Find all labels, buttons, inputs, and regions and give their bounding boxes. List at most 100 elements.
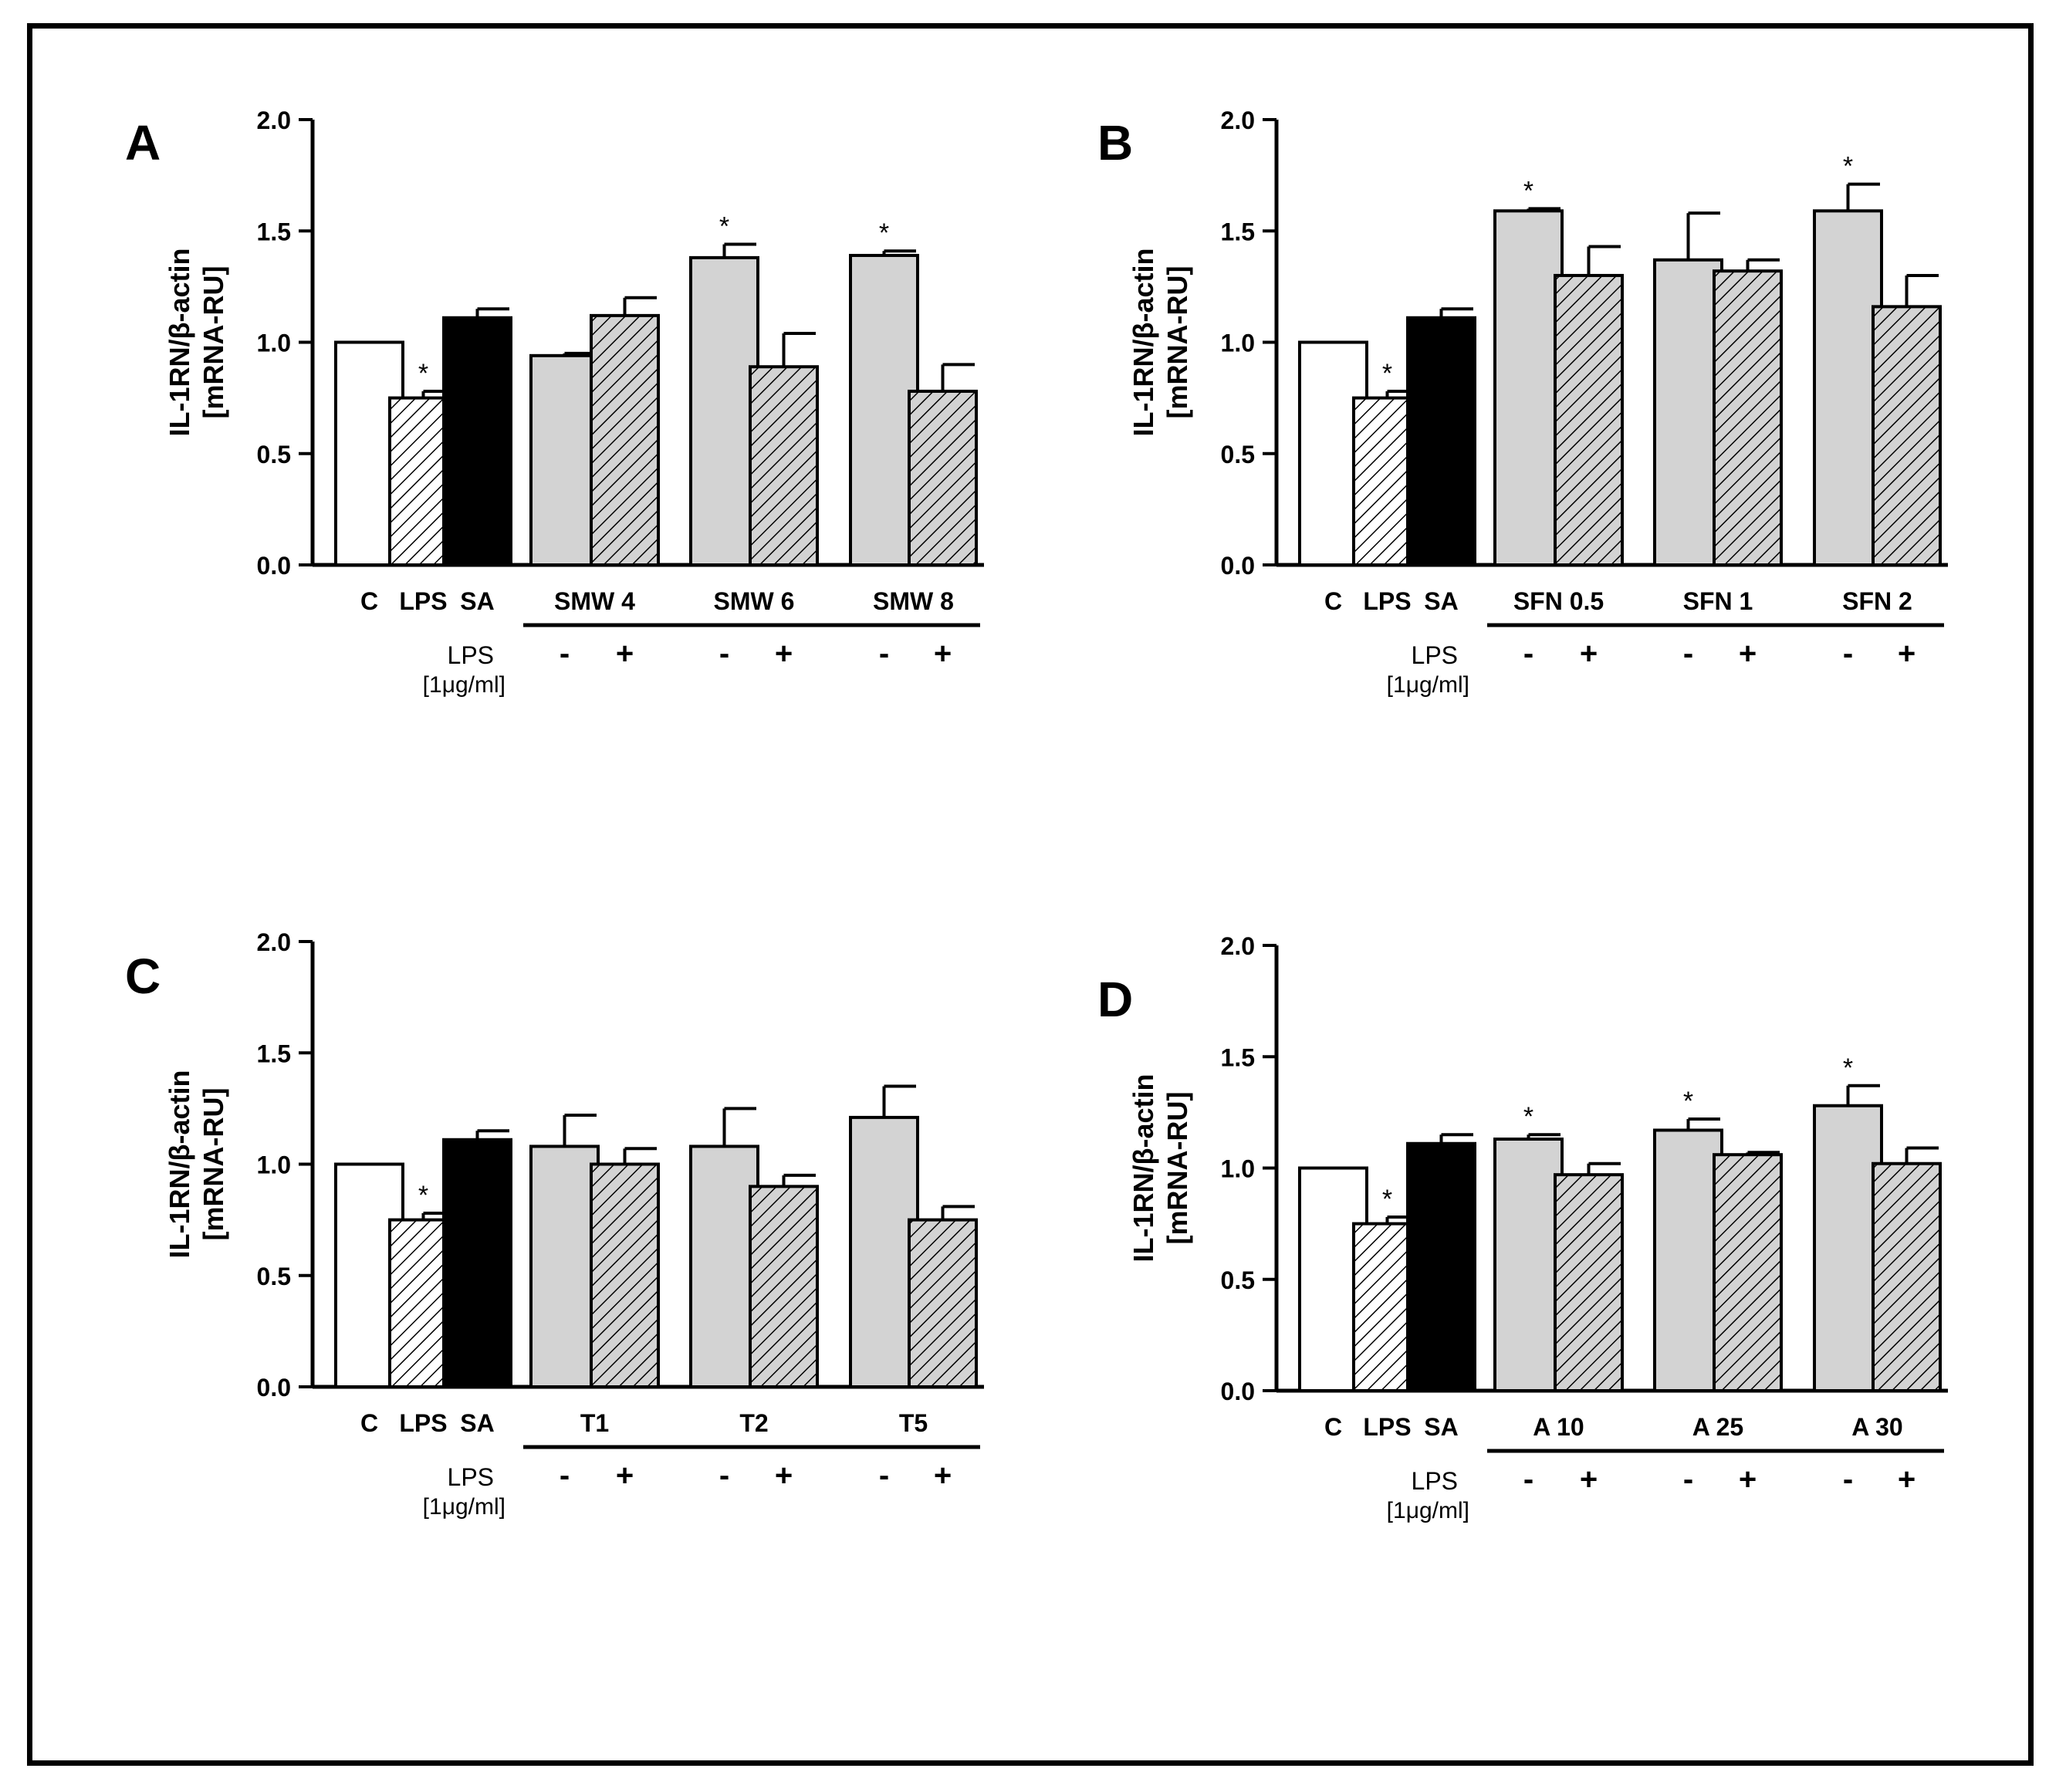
lps-plus-indicator: + [934, 637, 952, 671]
y-axis-label-line2: [mRNA-RU] [1161, 266, 1193, 419]
bar-group3-lps-minus-bar [849, 1115, 919, 1389]
bar-group1-lps-minus-significance-marker: * [1523, 1102, 1533, 1131]
lps-row-unit: [1μg/ml] [423, 1494, 506, 1520]
lps-row-unit: [1μg/ml] [1387, 1498, 1469, 1523]
group-label: T2 [739, 1409, 768, 1437]
bar-group3-lps-minus-bar [1813, 209, 1883, 566]
y-tick-label: 2.0 [1221, 107, 1255, 134]
panel-d: D IL-1RN/β-actin [mRNA-RU] 0.0 0.5 1.0 1.5 2.0 C… [1097, 932, 1948, 1523]
y-tick-label: 1.5 [257, 1040, 291, 1067]
bar-group1-lps-plus-bar [590, 1162, 660, 1388]
bar-group3-lps-plus-bar [1872, 1161, 1942, 1392]
bar-group1-lps-plus-bar [1554, 1173, 1624, 1393]
bar-group3-lps-minus-bar [849, 253, 919, 566]
y-tick-label: 1.0 [257, 330, 291, 357]
group-label: A 30 [1851, 1413, 1902, 1441]
bar-group2-lps-minus-bar [1653, 1128, 1723, 1392]
lps-row-label: LPS [1412, 1467, 1458, 1495]
y-tick-label: 0.0 [1221, 552, 1255, 580]
figure-frame: A IL-1RN/β-actin [mRNA-RU] 0.0 0.5 1.0 1.5 2.0 C… [27, 23, 2034, 1766]
bar-sa-bar [1406, 1141, 1476, 1392]
group-label: A 25 [1692, 1413, 1743, 1441]
lps-minus-indicator: - [1523, 1462, 1533, 1496]
y-axis-label-line2: [mRNA-RU] [198, 1088, 229, 1241]
bar-group2-lps-plus-bar [1713, 1153, 1783, 1392]
lps-plus-indicator: + [1580, 637, 1598, 671]
bar-group2-lps-minus-significance-marker: * [1683, 1087, 1693, 1116]
panel-letter: B [1097, 115, 1133, 171]
panel-a: A IL-1RN/β-actin [mRNA-RU] 0.0 0.5 1.0 1.5 2.0 C… [125, 107, 984, 698]
y-tick-label: 1.0 [1221, 1155, 1255, 1183]
panel-c: C IL-1RN/β-actin [mRNA-RU] 0.0 0.5 1.0 1.5 2.0 C… [125, 928, 984, 1520]
bar-group1-lps-minus-bar [529, 1145, 600, 1389]
group-label: T1 [580, 1409, 609, 1437]
bar-sa-bar [442, 316, 512, 566]
lps-row-label: LPS [1412, 641, 1458, 669]
lps-minus-indicator: - [560, 1459, 570, 1493]
y-tick-label: 1.5 [1221, 1043, 1255, 1071]
bar-group1-lps-plus-bar [590, 313, 660, 566]
bar-group3-lps-minus-significance-marker: * [1843, 1053, 1853, 1083]
lps-minus-indicator: - [1523, 637, 1533, 671]
lps-plus-indicator: + [1739, 637, 1757, 671]
bar-group3-lps-plus-bar [908, 1218, 978, 1388]
bar-group2-lps-plus-bar [1713, 269, 1783, 566]
y-tick-label: 0.5 [257, 441, 291, 468]
bar-group3-lps-minus-significance-marker: * [879, 218, 889, 248]
x-tick-label-c: C [1324, 1413, 1342, 1441]
bar-group1-lps-minus-bar [1493, 209, 1564, 566]
lps-minus-indicator: - [1683, 637, 1693, 671]
lps-plus-indicator: + [934, 1459, 952, 1493]
bar-group1-lps-minus-bar [529, 353, 600, 566]
figure-canvas: AIL-1RN/β-actin [mRNA-RU]0.00.51.01.52.0C… [125, 107, 1948, 1523]
y-tick-label: 2.0 [257, 107, 291, 134]
lps-plus-indicator: + [1898, 637, 1916, 671]
y-axis-label-line1: IL-1RN/β-actin [1128, 1074, 1159, 1263]
lps-minus-indicator: - [560, 637, 570, 671]
group-label: T5 [899, 1409, 928, 1437]
bar-lps-significance-marker: * [418, 1181, 428, 1210]
y-tick-label: 0.0 [257, 1374, 291, 1401]
bar-group1-lps-minus-significance-marker: * [1523, 176, 1533, 205]
x-tick-label-sa: SA [1424, 587, 1458, 615]
x-tick-label-lps: LPS [399, 587, 447, 615]
y-tick-label: 0.5 [257, 1263, 291, 1290]
x-tick-label-lps: LPS [1363, 1413, 1411, 1441]
y-axis-label-line1: IL-1RN/β-actin [164, 249, 195, 437]
lps-plus-indicator: + [1739, 1462, 1757, 1496]
lps-row-label: LPS [448, 641, 494, 669]
bar-group3-lps-minus-significance-marker: * [1843, 152, 1853, 181]
lps-plus-indicator: + [1580, 1462, 1598, 1496]
bar-group2-lps-minus-bar [689, 255, 759, 566]
bar-lps-significance-marker: * [418, 359, 428, 388]
lps-row-unit: [1μg/ml] [423, 672, 506, 698]
y-tick-label: 1.5 [257, 218, 291, 245]
y-tick-label: 0.0 [257, 552, 291, 580]
lps-minus-indicator: - [1843, 637, 1853, 671]
group-label: SFN 2 [1842, 587, 1912, 615]
group-label: SFN 0.5 [1513, 587, 1604, 615]
x-tick-label-sa: SA [1424, 1413, 1458, 1441]
group-label: SMW 4 [554, 587, 635, 615]
bar-sa-bar [442, 1138, 512, 1388]
bar-group1-lps-plus-bar [1554, 273, 1624, 566]
x-tick-label-c: C [1324, 587, 1342, 615]
y-tick-label: 0.0 [1221, 1378, 1255, 1405]
group-label: A 10 [1533, 1413, 1584, 1441]
lps-plus-indicator: + [1898, 1462, 1916, 1496]
panel-letter: C [125, 948, 161, 1004]
y-tick-label: 1.0 [1221, 330, 1255, 357]
lps-minus-indicator: - [879, 637, 889, 671]
bar-sa-bar [1406, 316, 1476, 566]
lps-minus-indicator: - [1683, 1462, 1693, 1496]
bar-group2-lps-plus-bar [749, 365, 819, 566]
y-tick-label: 0.5 [1221, 441, 1255, 468]
group-label: SMW 6 [714, 587, 795, 615]
x-tick-label-lps: LPS [1363, 587, 1411, 615]
y-tick-label: 1.0 [257, 1151, 291, 1179]
lps-plus-indicator: + [616, 637, 634, 671]
group-label: SFN 1 [1683, 587, 1753, 615]
x-tick-label-sa: SA [460, 1409, 494, 1437]
y-axis-label-line2: [mRNA-RU] [1161, 1092, 1193, 1245]
lps-row-label: LPS [448, 1463, 494, 1491]
